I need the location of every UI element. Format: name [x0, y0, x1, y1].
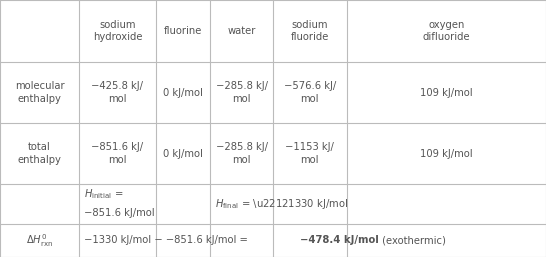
Text: −851.6 kJ/
mol: −851.6 kJ/ mol [91, 142, 144, 165]
Text: 109 kJ/mol: 109 kJ/mol [420, 88, 473, 97]
Text: (exothermic): (exothermic) [379, 235, 447, 245]
Text: −1330 kJ/mol − −851.6 kJ/mol =: −1330 kJ/mol − −851.6 kJ/mol = [84, 235, 251, 245]
Text: −1153 kJ/
mol: −1153 kJ/ mol [286, 142, 334, 165]
Text: 109 kJ/mol: 109 kJ/mol [420, 149, 473, 159]
Text: molecular
enthalpy: molecular enthalpy [15, 81, 64, 104]
Text: −285.8 kJ/
mol: −285.8 kJ/ mol [216, 142, 268, 165]
Text: −285.8 kJ/
mol: −285.8 kJ/ mol [216, 81, 268, 104]
Text: oxygen
difluoride: oxygen difluoride [423, 20, 470, 42]
Text: water: water [228, 26, 256, 36]
Text: sodium
fluoride: sodium fluoride [290, 20, 329, 42]
Text: −425.8 kJ/
mol: −425.8 kJ/ mol [91, 81, 144, 104]
Text: 0 kJ/mol: 0 kJ/mol [163, 149, 203, 159]
Text: −576.6 kJ/
mol: −576.6 kJ/ mol [284, 81, 336, 104]
Text: −851.6 kJ/mol: −851.6 kJ/mol [84, 208, 154, 218]
Text: −478.4 kJ/mol: −478.4 kJ/mol [300, 235, 379, 245]
Text: $H_\mathrm{initial}$ =: $H_\mathrm{initial}$ = [84, 187, 123, 201]
Text: fluorine: fluorine [164, 26, 202, 36]
Text: 0 kJ/mol: 0 kJ/mol [163, 88, 203, 97]
Text: total
enthalpy: total enthalpy [17, 142, 62, 165]
Text: $H_\mathrm{final}$ = \u22121330 kJ/mol: $H_\mathrm{final}$ = \u22121330 kJ/mol [215, 197, 348, 211]
Text: $\Delta H^0_\mathrm{rxn}$: $\Delta H^0_\mathrm{rxn}$ [26, 232, 53, 249]
Text: sodium
hydroxide: sodium hydroxide [93, 20, 142, 42]
